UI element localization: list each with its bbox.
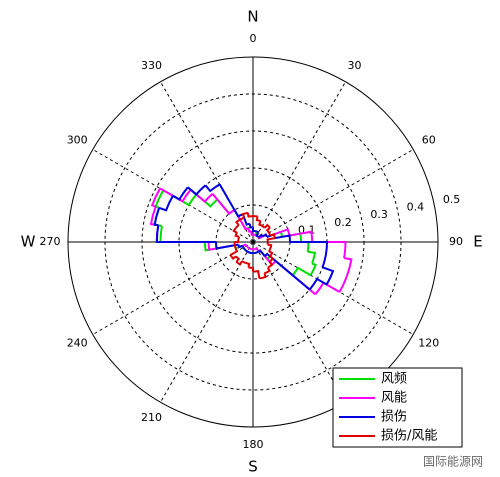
r-tick-label: 0.3 [370, 208, 388, 221]
rose-sector [243, 248, 244, 250]
rose-sector [310, 279, 327, 290]
legend-label: 风能 [381, 391, 407, 406]
rose-sector [301, 242, 308, 252]
rose-sector [293, 268, 311, 275]
rose-sector [268, 262, 272, 268]
spoke [253, 150, 413, 243]
rose-sector [263, 235, 267, 237]
angle-label: 60 [422, 134, 436, 147]
spoke [93, 242, 253, 335]
rose-sector [244, 249, 245, 250]
angle-label: 270 [40, 235, 61, 248]
rose-sector [157, 225, 216, 242]
rose-sector [255, 252, 257, 253]
rose-sector [275, 236, 290, 242]
rose-sector [267, 228, 270, 233]
angle-label: 90 [449, 235, 463, 248]
rose-sector [257, 216, 261, 221]
rose-sector [249, 248, 250, 249]
watermark: 国际能源网 [423, 455, 483, 469]
rose-sector [246, 251, 248, 252]
rose-sector [253, 227, 255, 231]
rose-sector [255, 231, 257, 232]
r-tick-label: 0.5 [443, 193, 461, 206]
rose-sector [236, 225, 239, 228]
rose-sector [235, 245, 236, 248]
rose-sector [268, 238, 275, 242]
rose-sector [234, 228, 237, 233]
spoke [253, 242, 346, 402]
rose-sector [236, 220, 240, 225]
rose-sector [161, 226, 205, 242]
direction-label: N [247, 8, 258, 26]
rose-sector [247, 247, 248, 248]
spoke [253, 82, 346, 242]
rose-sector [270, 256, 273, 262]
legend-label: 损伤/风能 [381, 429, 437, 444]
rose-sector [247, 252, 249, 253]
rose-sector [344, 258, 351, 276]
rose-sector [231, 248, 237, 255]
angle-label: 240 [67, 337, 88, 350]
direction-label: E [473, 233, 482, 251]
rose-sector [259, 221, 262, 226]
rose-sector [235, 239, 239, 242]
rose-sector [240, 218, 244, 220]
rose-sector [311, 264, 316, 276]
direction-label: W [21, 233, 36, 251]
rose-sector [249, 252, 251, 253]
rose-sector [205, 184, 219, 191]
r-tick-label: 0.2 [334, 216, 352, 229]
spoke [161, 242, 254, 402]
rose-sector [264, 268, 269, 274]
direction-label: S [248, 458, 258, 474]
rose-sector [157, 225, 209, 242]
rose-sector [257, 252, 259, 253]
rose-sector [340, 276, 347, 292]
angle-label: 180 [243, 438, 264, 451]
rose-sector [312, 242, 345, 258]
rose-sector [238, 245, 242, 247]
r-tick-label: 0.4 [407, 200, 425, 213]
legend-label: 损伤 [381, 410, 407, 425]
angle-label: 210 [141, 411, 162, 424]
rose-sector [249, 268, 253, 272]
rose-sector [245, 263, 249, 268]
angle-label: 0 [250, 32, 257, 45]
rose-sector [259, 273, 265, 278]
rose-sector [247, 246, 248, 247]
angle-label: 30 [348, 59, 362, 72]
rose-sector [248, 213, 253, 217]
rose-sector [188, 185, 206, 194]
rose-sector [253, 271, 259, 278]
rose-sector [248, 248, 249, 249]
rose-sector [268, 245, 272, 249]
angle-label: 330 [141, 59, 162, 72]
angle-label: 300 [67, 134, 88, 147]
rose-sector [159, 196, 173, 211]
rose-sector [269, 251, 272, 256]
angle-label: 120 [418, 337, 439, 350]
legend-label: 风频 [381, 372, 407, 387]
rose-sector [308, 252, 315, 264]
rose-sector [323, 255, 326, 267]
rose-sector [269, 233, 270, 236]
